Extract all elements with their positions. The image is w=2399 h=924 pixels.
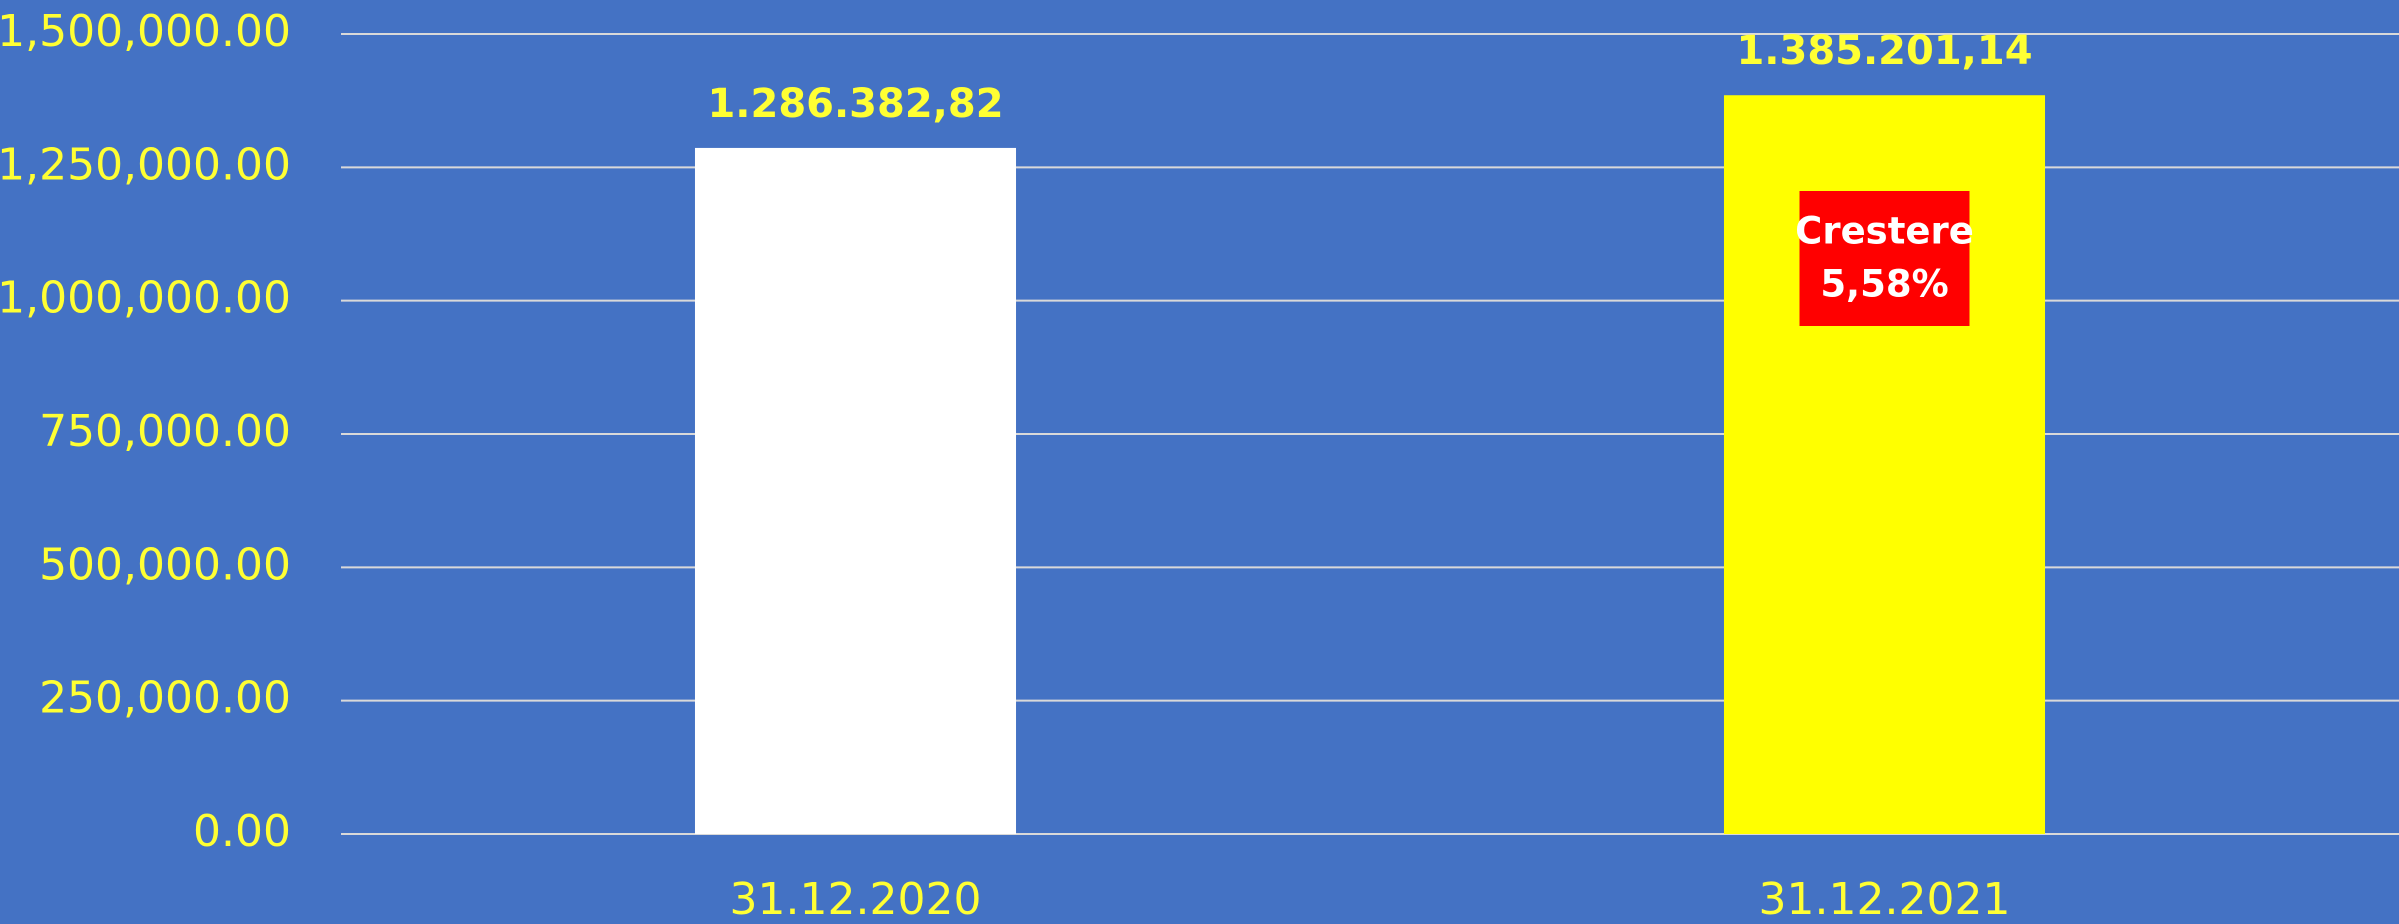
annotation-text: Crestere xyxy=(1795,210,1974,253)
y-tick-label: 500,000.00 xyxy=(39,539,291,590)
y-tick-label: 1,000,000.00 xyxy=(0,273,291,324)
y-tick-label: 750,000.00 xyxy=(39,406,291,457)
annotation-box xyxy=(1799,191,1970,326)
x-tick-label: 31.12.2021 xyxy=(1759,874,2011,924)
value-label: 1.385.201,14 xyxy=(1736,28,2032,74)
y-tick-label: 1,500,000.00 xyxy=(0,6,291,57)
y-tick-label: 250,000.00 xyxy=(39,673,291,724)
value-label: 1.286.382,82 xyxy=(707,81,1003,127)
y-tick-label: 0.00 xyxy=(193,806,291,857)
x-tick-label: 31.12.2020 xyxy=(730,874,982,924)
annotation-text: 5,58% xyxy=(1820,263,1948,306)
y-tick-label: 1,250,000.00 xyxy=(0,139,291,190)
bar xyxy=(694,147,1017,834)
